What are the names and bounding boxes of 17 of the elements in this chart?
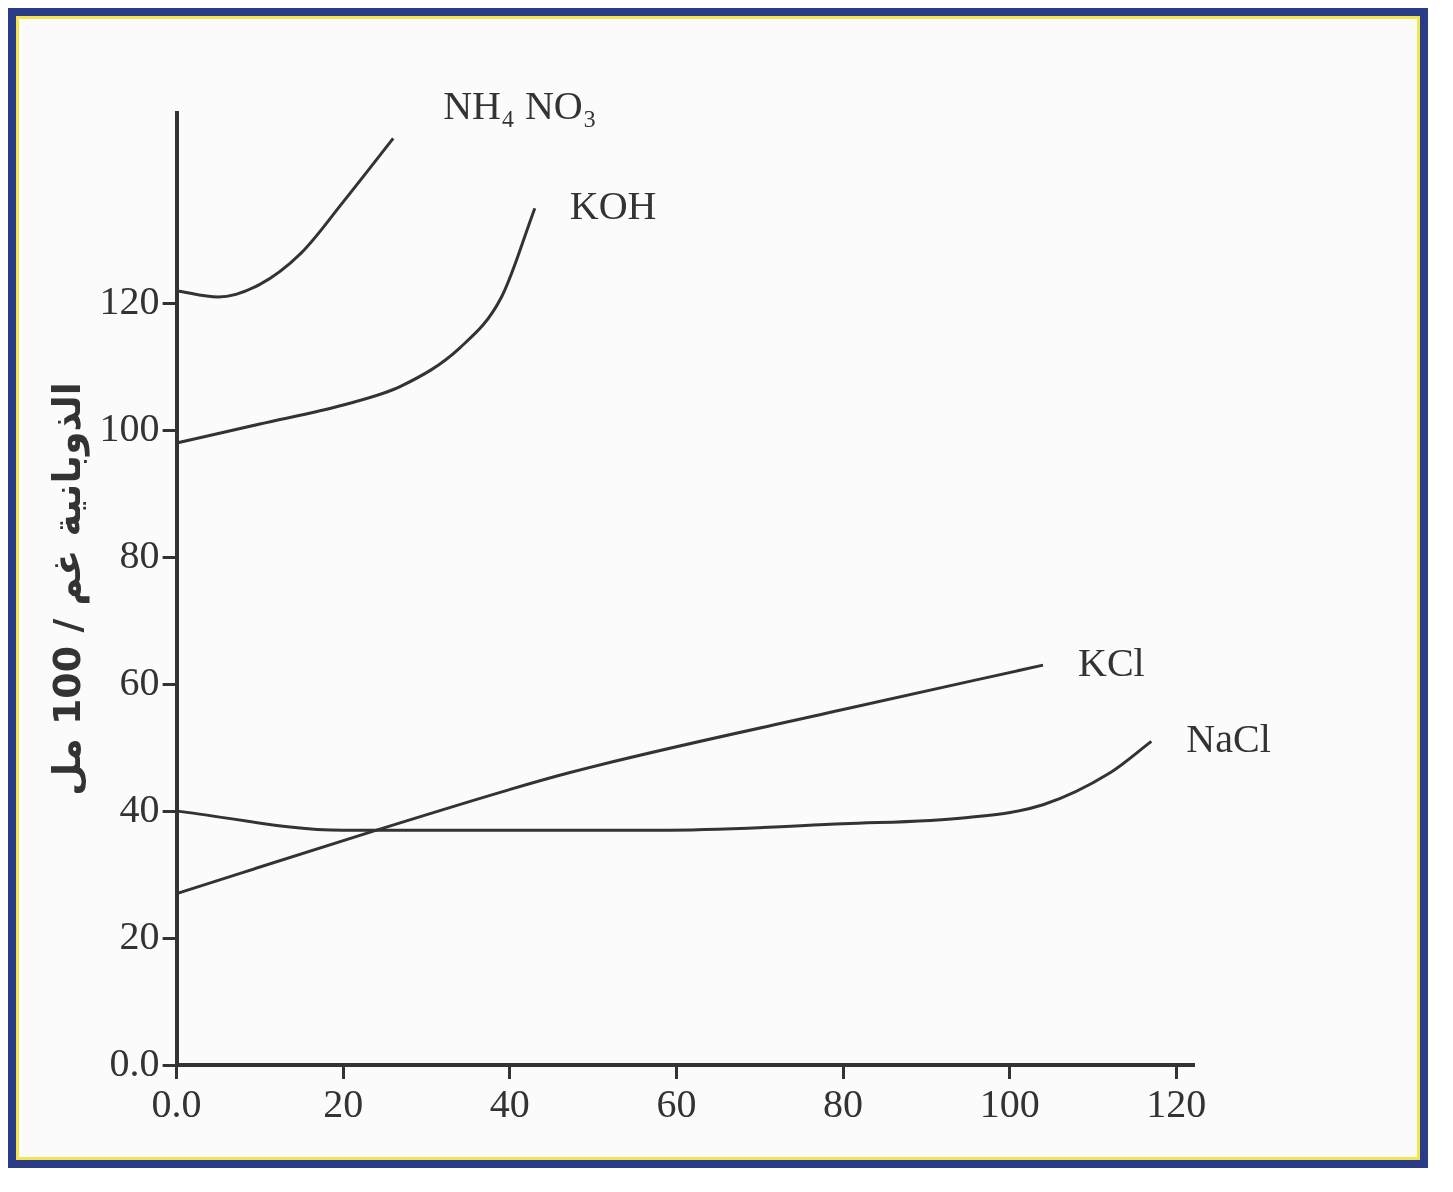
- series-label: NH₄ NO₃: [443, 82, 597, 128]
- series-label: KOH: [569, 182, 657, 228]
- series-label: NaCl: [1186, 715, 1271, 761]
- y-tick-label: 60: [119, 658, 160, 704]
- y-tick-label: 20: [119, 912, 160, 958]
- x-tick-label: 60: [656, 1080, 697, 1126]
- y-tick-label: 100: [99, 404, 160, 450]
- series-label: KCl: [1078, 639, 1145, 685]
- y-tick-label: 40: [119, 785, 160, 831]
- x-tick-label: 40: [489, 1080, 530, 1126]
- x-tick-label: 20: [323, 1080, 364, 1126]
- x-tick-label: 120: [1146, 1080, 1207, 1126]
- x-tick-label: 100: [979, 1080, 1040, 1126]
- x-tick-label: 80: [823, 1080, 864, 1126]
- y-axis-title: الذوبانية غم / 100 مل: [44, 382, 90, 796]
- y-tick-label: 80: [119, 531, 160, 577]
- y-tick-label: 120: [99, 277, 160, 323]
